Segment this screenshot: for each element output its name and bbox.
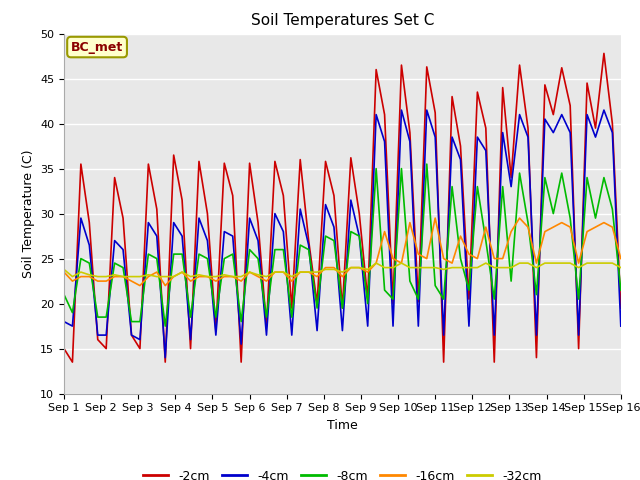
- Legend: -2cm, -4cm, -8cm, -16cm, -32cm: -2cm, -4cm, -8cm, -16cm, -32cm: [138, 465, 547, 480]
- Text: BC_met: BC_met: [71, 40, 123, 54]
- Title: Soil Temperatures Set C: Soil Temperatures Set C: [251, 13, 434, 28]
- Y-axis label: Soil Temperature (C): Soil Temperature (C): [22, 149, 35, 278]
- X-axis label: Time: Time: [327, 419, 358, 432]
